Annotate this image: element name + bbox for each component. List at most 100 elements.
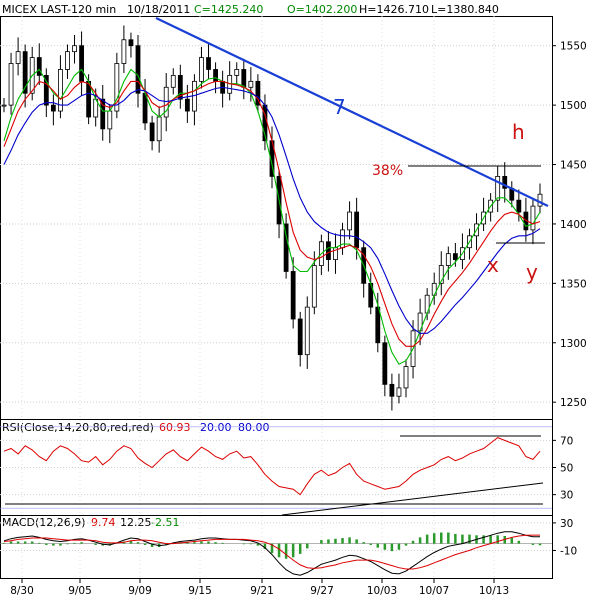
price-candle xyxy=(276,169,282,239)
macd-panel-frame xyxy=(0,515,553,579)
fib-label: 38% xyxy=(372,163,403,179)
ma-mid-line xyxy=(3,80,541,347)
rsi-tick-label: 50 xyxy=(560,463,573,475)
macd-label: MACD(12,26,9) xyxy=(2,516,86,529)
low-label: L=1380.840 xyxy=(431,3,499,16)
downtrend-line xyxy=(155,17,549,207)
price-candle xyxy=(128,32,134,58)
price-tick-label: 1500 xyxy=(560,100,587,112)
price-tick-label: 1300 xyxy=(560,338,587,350)
price-candle xyxy=(396,373,402,404)
indicator-lines xyxy=(3,437,541,576)
price-candle xyxy=(142,78,148,131)
price-candle xyxy=(488,193,494,222)
price-candle xyxy=(206,43,211,79)
x-tick-label: 9/27 xyxy=(310,585,334,597)
trend-number-label: 7 xyxy=(333,95,346,119)
price-candle xyxy=(170,68,176,95)
x-label: x xyxy=(487,253,499,277)
price-candle xyxy=(248,67,254,102)
rsi-label: RSI(Close,14,20,80,red,red) xyxy=(2,421,154,434)
price-candle xyxy=(199,46,204,89)
price-tick-label: 1550 xyxy=(560,41,587,53)
price-candle xyxy=(8,52,14,115)
rsi-divergence-line xyxy=(281,482,544,516)
price-candle xyxy=(537,183,543,214)
macd-tick-label: -10 xyxy=(560,545,577,557)
price-candle xyxy=(184,84,190,123)
date-label: 10/18/2011 xyxy=(127,3,190,16)
drawn-annotations xyxy=(5,17,549,516)
rsi-line xyxy=(3,437,541,496)
price-candle xyxy=(58,55,63,119)
x-tick-label: 8/30 xyxy=(10,585,34,597)
price-tick-label: 1250 xyxy=(560,397,587,409)
price-candle xyxy=(389,373,395,411)
price-candle xyxy=(72,35,77,64)
high-label: H=1426.710 xyxy=(359,3,429,16)
price-candle xyxy=(304,296,310,369)
price-candle xyxy=(43,68,49,117)
macd-line xyxy=(3,531,541,576)
price-tick-label: 1450 xyxy=(560,160,587,172)
price-candle xyxy=(22,44,28,108)
rsi-tick-label: 30 xyxy=(560,490,573,502)
x-tick-label: 9/15 xyxy=(188,585,212,597)
price-candle xyxy=(382,335,388,397)
price-candle xyxy=(530,198,536,245)
price-candle xyxy=(403,359,409,398)
y-label: y xyxy=(526,260,538,284)
ma-slow-line xyxy=(3,86,541,334)
macd-tick-label: 30 xyxy=(560,518,573,530)
price-candle xyxy=(290,257,296,329)
price-candle xyxy=(234,62,240,85)
x-tick-label: 10/07 xyxy=(419,585,449,597)
price-candle xyxy=(255,74,261,113)
price-candle xyxy=(283,213,289,279)
price-candle xyxy=(220,70,226,108)
price-candles xyxy=(1,25,543,411)
macd-value: 9.74 xyxy=(91,516,116,529)
price-candle xyxy=(495,165,501,213)
price-candle xyxy=(227,61,233,101)
rsi-value: 60.93 xyxy=(159,421,191,434)
moving-averages xyxy=(3,68,541,365)
price-candle xyxy=(297,311,303,367)
x-tick-label: 9/21 xyxy=(250,585,274,597)
price-candle xyxy=(15,37,21,76)
price-candle xyxy=(192,74,197,126)
rsi-high-level: 80.00 xyxy=(238,421,270,434)
ma-fast-line xyxy=(3,68,541,365)
rsi-tick-label: 70 xyxy=(560,435,573,447)
y-axis-ticks: 1250 1300 1350 1400 1450 1500 1550 30 50 70 30 -10 xyxy=(552,41,587,557)
price-candle xyxy=(347,201,352,240)
x-tick-label: 9/09 xyxy=(128,585,152,597)
price-tick-label: 1350 xyxy=(560,278,587,290)
price-candle xyxy=(149,115,155,151)
price-candle xyxy=(156,106,162,153)
price-candle xyxy=(241,58,247,100)
price-candle xyxy=(65,44,70,79)
price-candle xyxy=(326,231,331,272)
x-tick-label: 9/05 xyxy=(68,585,92,597)
open-label: O=1402.200 xyxy=(287,3,357,16)
price-candle xyxy=(135,35,141,108)
price-candle xyxy=(121,25,127,74)
price-candle xyxy=(177,64,183,109)
signal-line xyxy=(3,534,540,570)
close-label: C=1425.240 xyxy=(194,3,263,16)
price-tick-label: 1400 xyxy=(560,219,587,231)
price-candle xyxy=(114,52,120,119)
price-candle xyxy=(333,233,338,274)
price-candle xyxy=(50,94,56,126)
price-candle xyxy=(375,292,381,353)
price-candle xyxy=(36,43,42,85)
price-candle xyxy=(79,31,84,96)
symbol-label: MICEX LAST-120 min xyxy=(2,3,116,16)
h-label: h xyxy=(512,120,525,144)
price-candle xyxy=(445,246,451,280)
gridlines xyxy=(0,16,552,578)
price-candle xyxy=(1,97,7,113)
x-tick-label: 10/13 xyxy=(479,585,509,597)
